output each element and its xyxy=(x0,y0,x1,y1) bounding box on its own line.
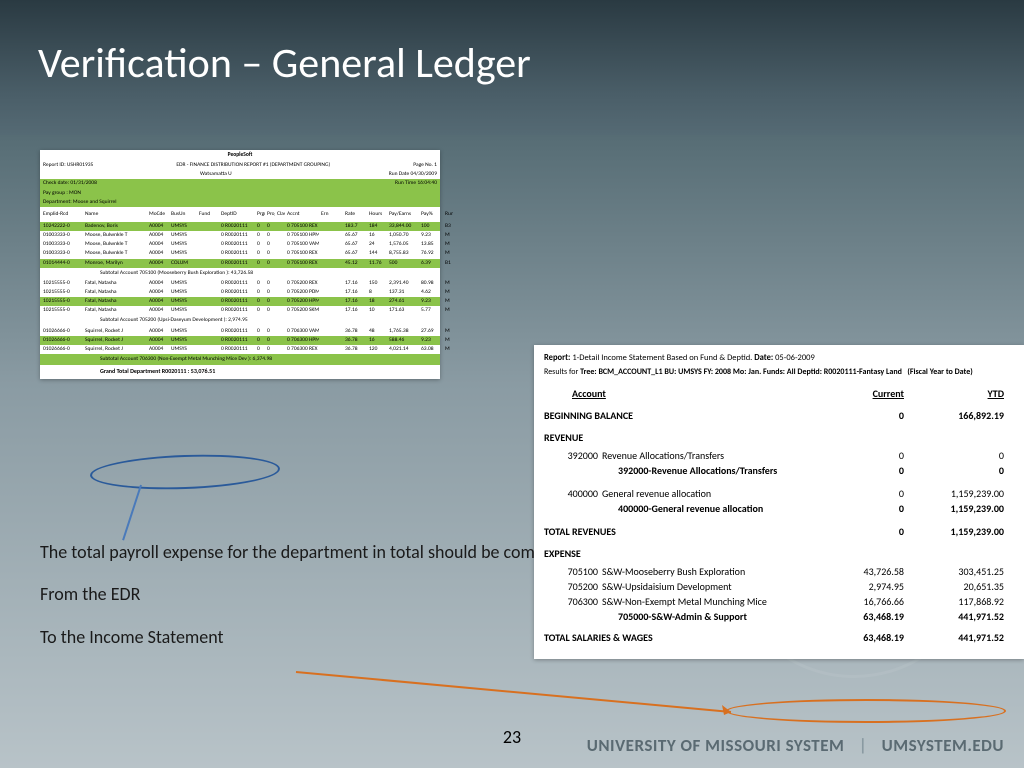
edr-system: PeopleSoft xyxy=(40,150,440,161)
edr-column-headers: Emplid-RcdName MoCdeBusUn FundDeptID Prg… xyxy=(40,207,440,222)
edr-grand-total: Grand Total Department R0020111 : 53,076… xyxy=(40,365,440,379)
revenue-section-label: REVENUE xyxy=(544,431,1014,444)
edr-data-row: 01003333-0Moose, Bulwnkle TA0004UMSYS0 R… xyxy=(40,249,440,258)
edr-page-no: Page No. 1 xyxy=(413,162,437,169)
edr-department: Department: Moose and Squirrel xyxy=(40,198,440,207)
income-data-row: 392000Revenue Allocations/Transfers00 xyxy=(544,448,1014,463)
footer-divider: | xyxy=(859,735,868,756)
edr-check-date: Check date: 01/31/2008 xyxy=(43,180,97,187)
edr-data-row: 10215555-0Fatal, NatashaA0004UMSYS0 R002… xyxy=(40,306,440,315)
edr-data-row: 10215555-0Fatal, NatashaA0004UMSYS0 R002… xyxy=(40,279,440,288)
income-statement: Report: 1-Detail Income Statement Based … xyxy=(534,345,1024,659)
edr-run-time: Run Time 16:04:40 xyxy=(395,180,437,187)
income-report-header: Report: 1-Detail Income Statement Based … xyxy=(544,353,1014,363)
edr-data-row: 10215555-0Fatal, NatashaA0004UMSYS0 R002… xyxy=(40,288,440,297)
edr-data-row: 01026666-0Squirrel, Rocket JA0004UMSYS0 … xyxy=(40,336,440,345)
explanation-text: The total payroll expense for the depart… xyxy=(40,540,577,667)
total-revenues-row: TOTAL REVENUES 0 1,159,239.00 xyxy=(544,524,1014,539)
edr-subtitle: Watsamatta U xyxy=(200,171,232,178)
income-data-row: 400000-General revenue allocation01,159,… xyxy=(544,501,1014,516)
footer-url: UMSYSTEM.EDU xyxy=(882,735,1004,756)
footer-org: UNIVERSITY OF MISSOURI SYSTEM xyxy=(587,735,845,756)
footer: UNIVERSITY OF MISSOURI SYSTEM | UMSYSTEM… xyxy=(587,735,1004,756)
annotation-line-edr xyxy=(122,485,142,541)
edr-data-row: 10242222-0Badenov, BorisA0004UMSYS0 R002… xyxy=(40,222,440,231)
income-data-row: 705200S&W-Upsidaisium Development2,974.9… xyxy=(544,579,1014,594)
annotation-arrow-income xyxy=(296,672,736,721)
edr-subtotal-2: Subtotal Account 705200 (Upsi-Daseyum De… xyxy=(40,315,440,326)
edr-report: PeopleSoft Report ID: USHR01935 EDR - FI… xyxy=(40,150,440,379)
expense-section-label: EXPENSE xyxy=(544,547,1014,560)
edr-report-id: Report ID: USHR01935 xyxy=(43,162,93,169)
income-data-row: 705100S&W-Mooseberry Bush Exploration43,… xyxy=(544,564,1014,579)
edr-data-row: 01003333-0Moose, Bulwnkle TA0004UMSYS0 R… xyxy=(40,231,440,240)
edr-data-row: 01026666-0Squirrel, Rocket JA0004UMSYS0 … xyxy=(40,327,440,336)
income-results-line: Results for Tree: BCM_ACCOUNT_L1 BU: UMS… xyxy=(544,367,1014,377)
annotation-circle-income xyxy=(726,699,1006,723)
edr-data-row: 01014444-0Monroe, MarilynA0004COLUM0 R00… xyxy=(40,259,440,268)
slide-title: Verification – General Ledger xyxy=(38,38,531,89)
edr-data-row: 01003333-0Moose, Bulwnkle TA0004UMSYS0 R… xyxy=(40,240,440,249)
edr-subtotal-3: Subtotal Account 706300 (Non-Exempt Meta… xyxy=(40,354,440,365)
income-data-row: 705000-S&W-Admin & Support63,468.19441,9… xyxy=(544,609,1014,624)
edr-title: EDR - FINANCE DISTRIBUTION REPORT #1 (DE… xyxy=(176,162,330,169)
income-data-row: 706300S&W-Non-Exempt Metal Munching Mice… xyxy=(544,594,1014,609)
edr-data-row: 01026666-0Squirrel, Rocket JA0004UMSYS0 … xyxy=(40,345,440,354)
page-number: 23 xyxy=(503,726,521,748)
explain-line-2: From the EDR xyxy=(40,582,577,606)
edr-data-row: 10215555-0Fatal, NatashaA0004UMSYS0 R002… xyxy=(40,297,440,306)
edr-run-date: Run Date 04/30/2009 xyxy=(389,171,437,178)
income-column-headers: Account Current YTD xyxy=(544,387,1014,400)
edr-pay-group: Pay group : MON xyxy=(40,189,440,198)
beginning-balance-row: BEGINNING BALANCE 0 166,892.19 xyxy=(544,408,1014,423)
title-bar: Verification – General Ledger xyxy=(0,0,1024,135)
explain-line-1: The total payroll expense for the depart… xyxy=(40,540,577,564)
explain-line-3: To the Income Statement xyxy=(40,625,577,649)
edr-subtotal-1: Subtotal Account 705100 (Mooseberry Bush… xyxy=(40,268,440,279)
total-salaries-row: TOTAL SALARIES & WAGES 63,468.19 441,971… xyxy=(544,630,1014,645)
income-data-row: 392000-Revenue Allocations/Transfers00 xyxy=(544,463,1014,478)
annotation-circle-edr xyxy=(89,452,280,493)
income-data-row: 400000General revenue allocation01,159,2… xyxy=(544,486,1014,501)
